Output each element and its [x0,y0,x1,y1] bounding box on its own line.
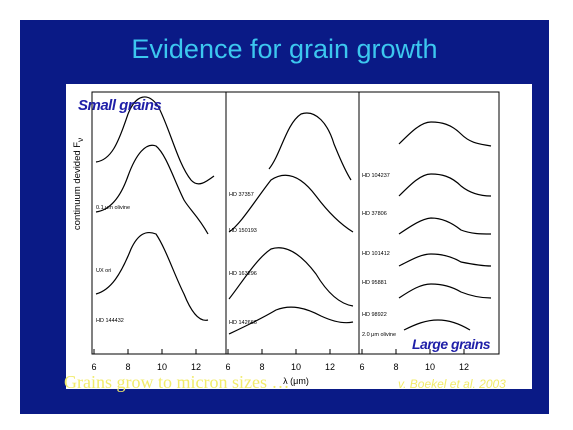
curve-olivine-large [403,319,471,331]
curve-hd-104237 [398,121,492,147]
x-tick-8-a: 8 [125,362,130,372]
spectra-plot: continuum devided Fν 0.1 μm olivine UX o… [72,91,500,386]
label-hd-104237: HD 104237 [362,173,390,179]
label-hd-95881: HD 95881 [362,280,387,286]
curve-olivine-small [95,96,215,185]
label-hd-163296: HD 163296 [229,271,257,277]
y-axis-label: continuum devided Fν [72,138,85,230]
x-tick-12-c: 12 [459,362,469,372]
axis-ticks [93,349,465,354]
large-grains-label: Large grains [412,336,491,352]
label-olivine-small: 0.1 μm olivine [96,205,130,211]
bottom-caption: Grains grow to micron sizes … [64,372,290,392]
x-tick-10-c: 10 [425,362,435,372]
slide-title: Evidence for grain growth [131,34,438,64]
label-olivine-large: 2.0 μm olivine [362,332,396,338]
curve-hd-95881 [398,253,492,267]
label-hd-98922: HD 98922 [362,312,387,318]
panel-frame-3 [358,91,500,355]
x-tick-6-b: 6 [225,362,230,372]
curve-ux-ori [95,144,209,235]
slide: Evidence for grain growth [20,20,549,414]
spectra-figure: continuum devided Fν 0.1 μm olivine UX o… [66,84,532,389]
x-tick-6-a: 6 [91,362,96,372]
x-tick-12-b: 12 [325,362,335,372]
label-hd-144432: HD 144432 [96,318,124,324]
citation: v. Boekel et al. 2003 [398,377,506,391]
curve-hd-98922 [398,283,492,299]
curve-hd-150193 [228,174,354,233]
x-tick-6-c: 6 [359,362,364,372]
curve-hd-144432 [95,231,209,321]
x-axis-label: λ (μm) [283,376,309,386]
x-tick-labels: 6 8 10 12 6 8 10 12 6 8 10 12 [91,362,469,372]
x-tick-8-b: 8 [259,362,264,372]
x-tick-10-a: 10 [157,362,167,372]
panel-frame-1 [91,91,227,355]
x-tick-12-a: 12 [191,362,201,372]
curve-hd-142666 [228,306,354,335]
small-grains-label: Small grains [78,97,161,114]
label-hd-37357: HD 37357 [229,192,254,198]
curve-labels: 0.1 μm olivine UX ori HD 144432 HD 37357… [96,173,396,338]
curve-hd-101412 [398,217,492,235]
label-hd-37806: HD 37806 [362,211,387,217]
panel-frame-2 [225,91,360,355]
x-tick-10-b: 10 [291,362,301,372]
spectra-curves [95,96,492,335]
label-ux-ori: UX ori [96,268,111,274]
label-hd-150193: HD 150193 [229,228,257,234]
curve-hd-163296 [228,247,354,307]
x-tick-8-c: 8 [393,362,398,372]
curve-hd-37806 [398,173,492,197]
label-hd-101412: HD 101412 [362,251,390,257]
curve-hd-37357 [268,112,352,181]
label-hd-142666: HD 142666 [229,320,257,326]
